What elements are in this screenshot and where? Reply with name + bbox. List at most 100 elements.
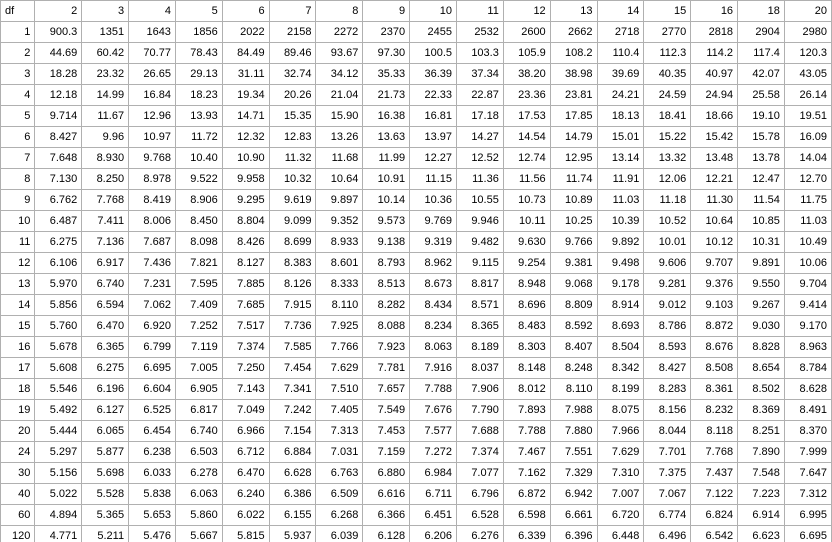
data-cell: 6.470 — [222, 463, 269, 484]
data-cell: 7.162 — [503, 463, 550, 484]
data-cell: 8.234 — [410, 316, 457, 337]
data-cell: 7.966 — [597, 421, 644, 442]
table-row: 68.4279.9610.9711.7212.3212.8313.2613.63… — [1, 127, 832, 148]
data-cell: 8.110 — [316, 295, 363, 316]
data-cell: 6.528 — [457, 505, 504, 526]
data-cell: 11.68 — [316, 148, 363, 169]
data-cell: 6.268 — [316, 505, 363, 526]
data-cell: 5.760 — [35, 316, 82, 337]
data-cell: 21.73 — [363, 85, 410, 106]
data-cell: 7.768 — [691, 442, 738, 463]
data-cell: 1351 — [82, 22, 129, 43]
data-cell: 9.891 — [738, 253, 785, 274]
data-cell: 44.69 — [35, 43, 82, 64]
data-cell: 12.27 — [410, 148, 457, 169]
data-cell: 5.838 — [129, 484, 176, 505]
data-cell: 5.815 — [222, 526, 269, 542]
column-header: 16 — [691, 1, 738, 22]
data-cell: 8.502 — [738, 379, 785, 400]
data-cell: 2662 — [550, 22, 597, 43]
data-cell: 11.99 — [363, 148, 410, 169]
data-cell: 6.905 — [175, 379, 222, 400]
data-cell: 7.880 — [550, 421, 597, 442]
data-cell: 5.877 — [82, 442, 129, 463]
data-cell: 13.26 — [316, 127, 363, 148]
data-cell: 6.740 — [175, 421, 222, 442]
data-cell: 8.450 — [175, 211, 222, 232]
data-cell: 6.525 — [129, 400, 176, 421]
data-cell: 10.49 — [784, 232, 831, 253]
data-cell: 8.303 — [503, 337, 550, 358]
data-cell: 900.3 — [35, 22, 82, 43]
data-cell: 6.984 — [410, 463, 457, 484]
column-header: 10 — [410, 1, 457, 22]
row-header: 60 — [1, 505, 35, 526]
column-header: 7 — [269, 1, 316, 22]
data-cell: 10.73 — [503, 190, 550, 211]
data-cell: 8.809 — [550, 295, 597, 316]
column-header: 5 — [175, 1, 222, 22]
data-cell: 16.81 — [410, 106, 457, 127]
data-cell: 15.35 — [269, 106, 316, 127]
column-header: 20 — [784, 1, 831, 22]
data-cell: 8.342 — [597, 358, 644, 379]
data-cell: 11.03 — [597, 190, 644, 211]
data-cell: 11.15 — [410, 169, 457, 190]
data-cell: 6.155 — [269, 505, 316, 526]
data-cell: 14.54 — [503, 127, 550, 148]
data-cell: 7.781 — [363, 358, 410, 379]
data-cell: 7.549 — [363, 400, 410, 421]
data-cell: 7.648 — [35, 148, 82, 169]
data-cell: 8.419 — [129, 190, 176, 211]
table-row: 604.8945.3655.6535.8606.0226.1556.2686.3… — [1, 505, 832, 526]
data-cell: 9.707 — [691, 253, 738, 274]
row-header: 16 — [1, 337, 35, 358]
data-cell: 7.375 — [644, 463, 691, 484]
data-cell: 6.598 — [503, 505, 550, 526]
data-cell: 5.678 — [35, 337, 82, 358]
data-cell: 8.383 — [269, 253, 316, 274]
data-cell: 5.856 — [35, 295, 82, 316]
data-cell: 6.366 — [363, 505, 410, 526]
data-cell: 7.915 — [269, 295, 316, 316]
data-cell: 6.884 — [269, 442, 316, 463]
data-cell: 7.790 — [457, 400, 504, 421]
data-cell: 17.53 — [503, 106, 550, 127]
data-cell: 9.573 — [363, 211, 410, 232]
data-cell: 17.18 — [457, 106, 504, 127]
data-cell: 8.012 — [503, 379, 550, 400]
data-cell: 18.66 — [691, 106, 738, 127]
data-cell: 13.32 — [644, 148, 691, 169]
data-cell: 5.476 — [129, 526, 176, 542]
data-cell: 9.281 — [644, 274, 691, 295]
data-cell: 10.14 — [363, 190, 410, 211]
data-cell: 7.925 — [316, 316, 363, 337]
data-cell: 7.437 — [691, 463, 738, 484]
data-cell: 6.128 — [363, 526, 410, 542]
data-cell: 15.22 — [644, 127, 691, 148]
corner-cell: df — [1, 1, 35, 22]
data-cell: 6.774 — [644, 505, 691, 526]
data-cell: 15.42 — [691, 127, 738, 148]
data-cell: 7.701 — [644, 442, 691, 463]
data-cell: 4.771 — [35, 526, 82, 542]
data-cell: 10.32 — [269, 169, 316, 190]
data-cell: 9.768 — [129, 148, 176, 169]
data-cell: 6.917 — [82, 253, 129, 274]
data-cell: 8.933 — [316, 232, 363, 253]
data-cell: 2818 — [691, 22, 738, 43]
data-cell: 11.74 — [550, 169, 597, 190]
data-cell: 10.11 — [503, 211, 550, 232]
data-cell: 36.39 — [410, 64, 457, 85]
data-cell: 8.804 — [222, 211, 269, 232]
data-cell: 29.13 — [175, 64, 222, 85]
data-cell: 9.103 — [691, 295, 738, 316]
data-cell: 12.83 — [269, 127, 316, 148]
data-cell: 35.33 — [363, 64, 410, 85]
data-cell: 7.768 — [82, 190, 129, 211]
data-cell: 12.18 — [35, 85, 82, 106]
data-cell: 6.196 — [82, 379, 129, 400]
data-cell: 6.966 — [222, 421, 269, 442]
data-cell: 6.065 — [82, 421, 129, 442]
row-header: 18 — [1, 379, 35, 400]
